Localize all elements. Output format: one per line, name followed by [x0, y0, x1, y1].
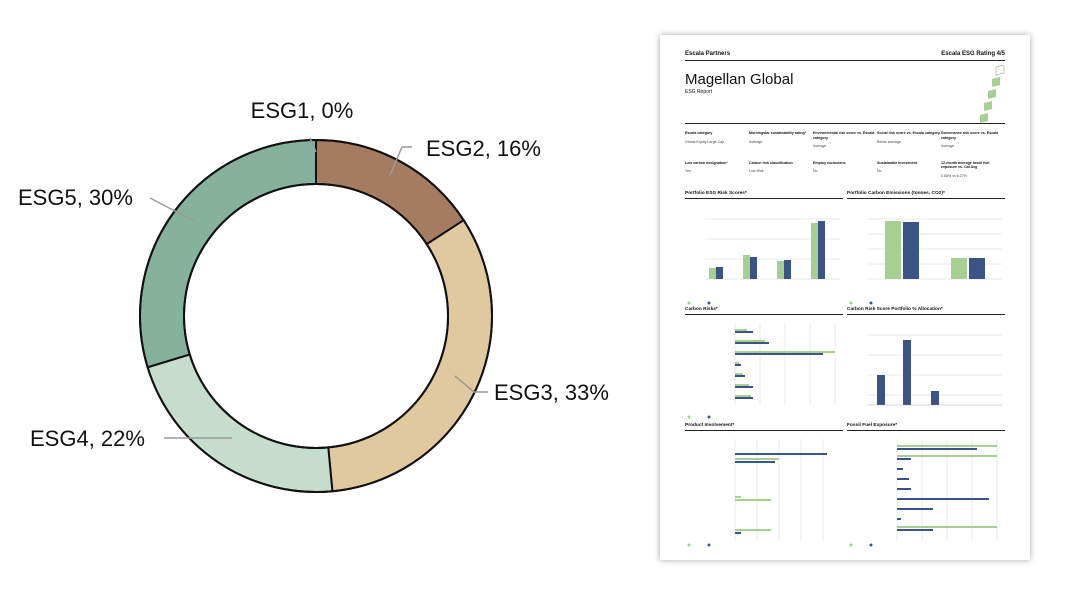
info-key: Carbon risk classification: [749, 160, 793, 165]
mini-hbar-chart: [687, 439, 827, 547]
panel-title: Carbon Risk Score Portfolio % Allocation…: [847, 307, 1005, 315]
report-subtitle: ESG Report: [685, 89, 712, 95]
info-divider: [685, 123, 1005, 124]
mini-hbar-chart: [687, 323, 836, 419]
info-value: Low Risk: [749, 169, 764, 174]
leader-line: [454, 375, 488, 393]
panel-carbon-emissions: Portfolio Carbon Emissions (tonnes, CO2)…: [847, 191, 1005, 307]
panel-title: Fossil Fuel Exposure*: [847, 423, 1005, 431]
report-thumbnail: Escala Partners Escala ESG Rating 4/5 Ma…: [660, 35, 1030, 560]
mini-bar-chart: [867, 334, 1002, 406]
info-key: Employ exclusions: [813, 160, 846, 165]
mini-bar-chart: [849, 218, 1002, 305]
info-value: 0.85% vs 6.27%: [941, 173, 967, 178]
rating-leaves-icon: [980, 65, 1005, 123]
data-label: ESG5, 30%: [18, 185, 133, 210]
info-key: Social risk score vs. Escala category: [877, 131, 940, 135]
panel-esg-risk: Portfolio ESG Risk Scores*: [685, 191, 843, 307]
info-cell: Social risk score vs. Escala category Bel…: [877, 131, 941, 149]
info-value: No: [877, 169, 882, 174]
panel-title: Portfolio ESG Risk Scores*: [685, 191, 843, 199]
panel-title: Carbon Risks*: [685, 307, 843, 315]
slice-esg5: [139, 138, 317, 369]
info-cell: Low carbon designation* Yes: [685, 161, 749, 179]
info-value: Average: [813, 144, 827, 149]
info-value: Average: [941, 144, 955, 149]
mini-bar-chart: [687, 218, 840, 305]
info-cell: Sustainable investment No: [877, 161, 941, 179]
info-value: Global Equity Large Cap: [685, 139, 725, 144]
info-cell: Environmental risk score vs. Escala cate…: [813, 131, 877, 149]
panel-product-involvement: Product Involvement*: [685, 423, 843, 549]
panel-title: Product Involvement*: [685, 423, 843, 431]
info-cell: Carbon risk classification Low Risk: [749, 161, 813, 179]
donut-outline: [139, 139, 493, 493]
info-key: Sustainable investment: [877, 160, 918, 165]
slice-esg3: [327, 218, 493, 493]
panel-fossil-fuel: Fossil Fuel Exposure*: [847, 423, 1005, 549]
leader-line: [309, 137, 317, 153]
report-info-grid: Escala category Global Equity Large Cap Mo…: [685, 131, 1005, 179]
leader-line: [389, 146, 412, 176]
data-label: ESG3, 33%: [494, 380, 609, 405]
panel-carbon-allocation: Carbon Risk Score Portfolio % Allocation…: [847, 307, 1005, 423]
leader-line: [149, 197, 195, 222]
info-value: Average: [749, 139, 763, 144]
info-value: Below average: [877, 139, 901, 144]
info-key: Escala category: [685, 131, 713, 135]
info-cell: Employ exclusions No: [813, 161, 877, 179]
info-key: Morningstar sustainability rating*: [749, 131, 807, 135]
info-cell: Governance risk score vs. Escala categor…: [941, 131, 1005, 149]
data-label: ESG4, 22%: [30, 426, 145, 451]
report-rating: Escala ESG Rating 4/5: [941, 51, 1005, 57]
info-key: Low carbon designation*: [685, 160, 728, 165]
report-brand: Escala Partners: [685, 51, 731, 57]
header-divider: [685, 60, 1005, 61]
info-cell: Escala category Global Equity Large Cap: [685, 131, 749, 149]
esg-donut-chart: ESG1, 0% ESG2, 16% ESG3, 33% ESG4, 22% ESG5,…: [18, 98, 609, 493]
panel-title: Portfolio Carbon Emissions (tonnes, CO2)…: [847, 191, 1005, 199]
panel-carbon-risks: Carbon Risks*: [685, 307, 843, 423]
info-cell: Morningstar sustainability rating* Averag…: [749, 131, 813, 149]
info-key: Environmental risk score vs. Escala cate…: [813, 131, 875, 140]
data-label: ESG2, 16%: [426, 136, 541, 161]
mini-hbar-chart: [849, 439, 998, 547]
info-value: No: [813, 169, 818, 174]
info-key: 12-month average fossil fuel exposure vs…: [941, 160, 990, 170]
report-title: Magellan Global: [685, 71, 794, 88]
info-cell: 12-month average fossil fuel exposure vs…: [941, 161, 1005, 179]
info-value: Yes: [685, 169, 691, 174]
data-label: ESG1, 0%: [251, 98, 354, 123]
donut-outline: [183, 183, 449, 449]
info-key: Governance risk score vs. Escala categor…: [941, 131, 999, 140]
